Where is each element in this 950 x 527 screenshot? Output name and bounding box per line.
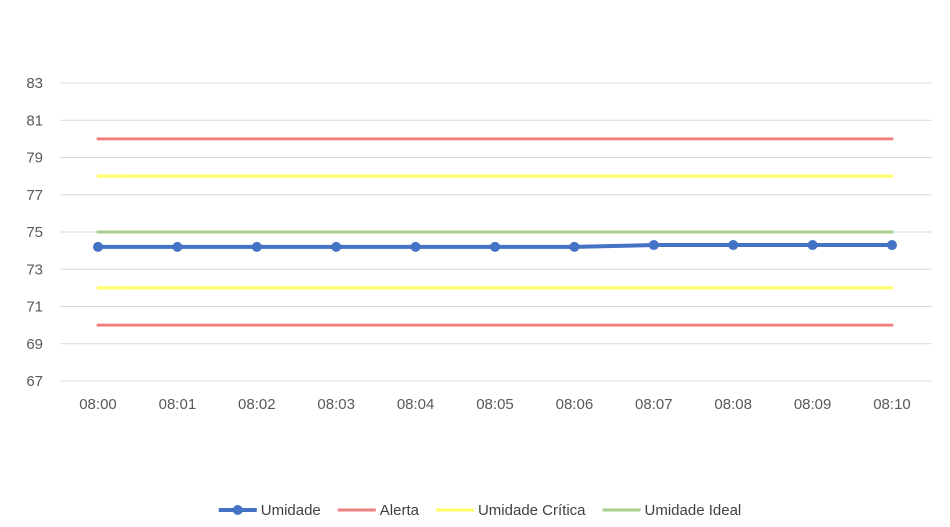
y-tick-label: 73 [26,261,43,278]
x-tick-label: 08:01 [159,396,197,413]
data-point [569,241,580,252]
y-tick-label: 79 [26,150,43,167]
x-tick-label: 08:08 [714,396,752,413]
y-tick-label: 77 [26,187,43,204]
data-point [648,240,659,251]
legend: Umidade Alerta Umidade Crítica Umidade Idea… [218,502,742,519]
y-tick-label: 83 [26,75,43,92]
data-point [807,240,818,251]
y-tick-label: 69 [26,336,43,353]
x-tick-label: 08:02 [238,396,276,413]
y-tick-label: 75 [26,224,43,241]
data-point [251,241,262,252]
y-tick-label: 81 [26,112,43,129]
x-tick-label: 08:03 [317,396,355,413]
y-tick-label: 71 [26,299,43,316]
legend-marker [232,505,243,515]
x-tick-label: 08:10 [873,396,911,413]
x-axis-ticks: 08:00 08:01 08:02 08:03 08:04 08:05 08:06 08:07… [79,396,911,413]
x-tick-label: 08:07 [635,396,673,413]
y-axis-ticks: 67 69 71 73 75 77 79 81 83 [26,75,43,390]
data-point [490,241,500,252]
legend-label-umidade-ideal: Umidade Ideal [645,502,742,519]
x-tick-label: 08:06 [556,396,594,413]
data-point [331,241,342,252]
x-tick-label: 08:04 [397,396,435,413]
data-point [728,240,739,251]
data-point [410,241,421,252]
data-point [93,241,103,252]
legend-label-umidade-critica: Umidade Crítica [478,502,586,519]
plot-series [93,137,897,327]
legend-label-alerta: Alerta [380,502,420,519]
x-tick-label: 08:05 [476,396,514,413]
data-point [172,241,183,252]
y-tick-label: 67 [26,373,43,390]
x-tick-label: 08:00 [79,396,117,413]
legend-label-umidade: Umidade [261,502,321,519]
x-tick-label: 08:09 [794,396,832,413]
data-point [887,240,897,251]
